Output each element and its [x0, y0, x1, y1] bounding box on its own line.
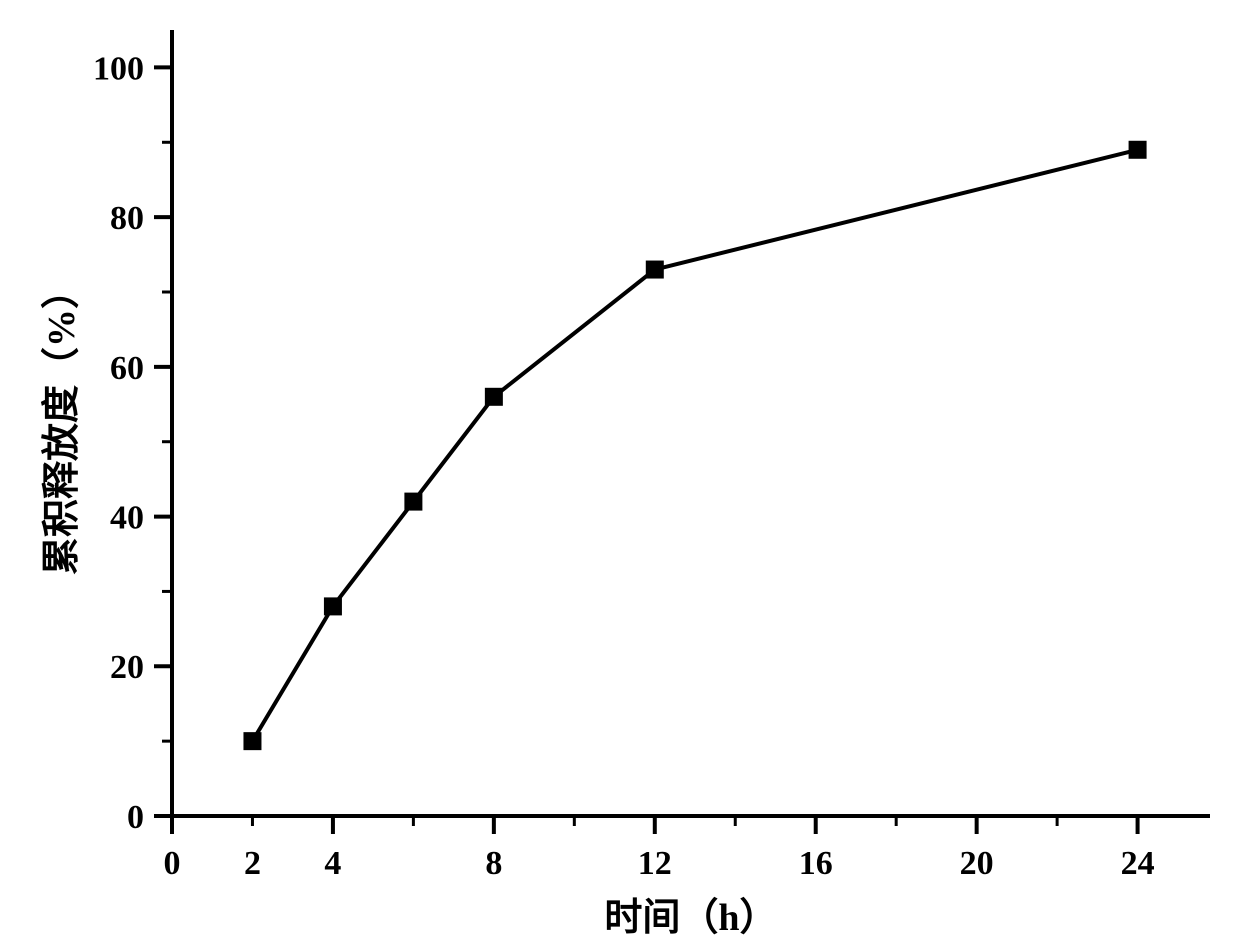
x-tick-label: 16: [799, 845, 833, 882]
x-axis-label: 时间（h）: [604, 897, 777, 936]
y-tick-label: 100: [93, 50, 144, 87]
x-tick-label: 4: [324, 845, 341, 882]
x-tick-label: 12: [638, 845, 672, 882]
x-tick-label: 0: [164, 845, 181, 882]
y-tick-label: 80: [110, 200, 144, 237]
x-tick-label: 24: [1121, 845, 1155, 882]
release-chart: 024812162024020406080100时间（h）累积释放度（%）: [0, 0, 1240, 936]
data-marker: [243, 732, 261, 750]
data-marker: [324, 597, 342, 615]
chart-svg: 024812162024020406080100时间（h）累积释放度（%）: [0, 0, 1240, 936]
data-marker: [646, 261, 664, 279]
x-tick-label: 20: [960, 845, 994, 882]
y-tick-label: 60: [110, 350, 144, 387]
data-marker: [1129, 141, 1147, 159]
y-tick-label: 0: [127, 799, 144, 836]
y-axis-label: 累积释放度（%）: [41, 271, 83, 575]
data-marker: [485, 388, 503, 406]
x-tick-label: 8: [485, 845, 502, 882]
data-marker: [404, 493, 422, 511]
y-tick-label: 40: [110, 499, 144, 536]
x-tick-label: 2: [244, 845, 261, 882]
y-tick-label: 20: [110, 649, 144, 686]
series-line: [252, 150, 1137, 741]
